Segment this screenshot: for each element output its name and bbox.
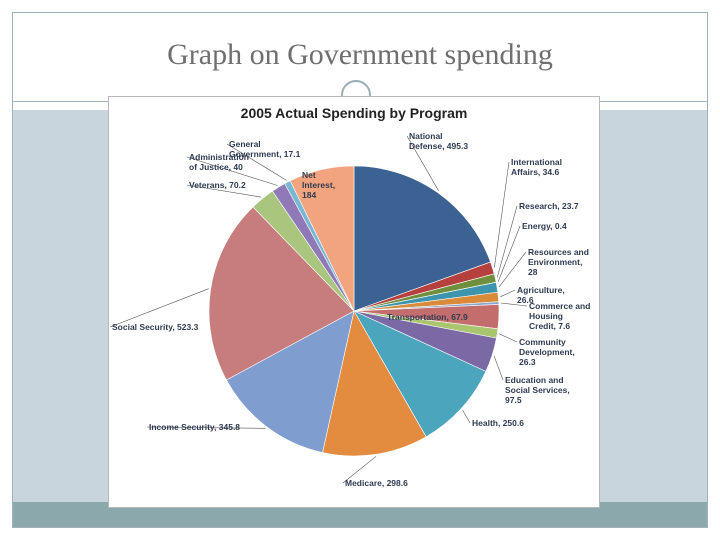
leader-line-energy [497,225,521,283]
pie-slice-social-security [208,206,355,381]
leader-line-agriculture [500,289,516,298]
slide-frame [12,12,708,528]
leader-line-research [496,205,518,278]
leader-line-administration-of-justice [186,156,278,186]
chart-title: 2005 Actual Spending by Program [241,105,468,121]
leader-line-social-security [109,288,209,328]
leader-line-veterans [186,184,262,198]
slide-title: Graph on Government spending [167,38,553,71]
data-label-health: Health, 250.6 [472,418,524,428]
chart-image: 2005 Actual Spending by Program National… [108,96,600,508]
leader-line-commerce-and-housing-credit [500,302,528,307]
data-label-commerce-and-housing-credit: Commerce and Housing Credit, 7.6 [529,301,590,331]
data-label-international-affairs: International Affairs, 34.6 [511,157,562,177]
pie-chart: 2005 Actual Spending by Program National… [109,105,590,488]
leader-line-international-affairs [494,161,510,268]
data-label-transportation: Transportation, 67.9 [387,312,468,322]
pie-slice-income-security [226,310,355,453]
data-label-income-security: Income Security, 345.8 [149,422,240,432]
leader-line-resources-and-environment [498,251,527,288]
data-label-social-security: Social Security, 523.3 [112,322,199,332]
data-label-medicare: Medicare, 298.6 [345,478,408,488]
pie-slice-net-interest [289,165,355,312]
leader-line-income-security [146,426,266,429]
data-label-veterans: Veterans, 70.2 [189,180,246,190]
data-label-national-defense: National Defense, 495.3 [409,131,468,151]
data-label-agriculture: Agriculture, 26.6 [517,285,565,305]
data-label-energy: Energy, 0.4 [522,221,567,231]
leader-line-national-defense [406,135,439,191]
data-label-net-interest: Net Interest, 184 [302,170,335,200]
data-label-general-government: General Government, 17.1 [229,139,301,159]
data-label-administration-of-justice: Administration of Justice, 40 [189,152,249,172]
pie-slice-medicare [322,310,427,457]
leader-line-health [462,409,471,424]
data-label-education-and-social-services: Education and Social Services, 97.5 [505,375,570,405]
leader-line-education-and-social-services [493,355,504,381]
data-label-research: Research, 23.7 [519,201,579,211]
leader-line-community-development [499,333,518,343]
leader-line-general-government [226,143,287,181]
pie-slice-health [353,310,487,438]
data-label-community-development: Community Development, 26.3 [519,337,575,367]
leader-line-medicare [342,456,377,484]
pie-slice-national-defense [353,165,491,312]
data-label-resources-and-environment: Resources and Environment, 28 [528,247,589,277]
